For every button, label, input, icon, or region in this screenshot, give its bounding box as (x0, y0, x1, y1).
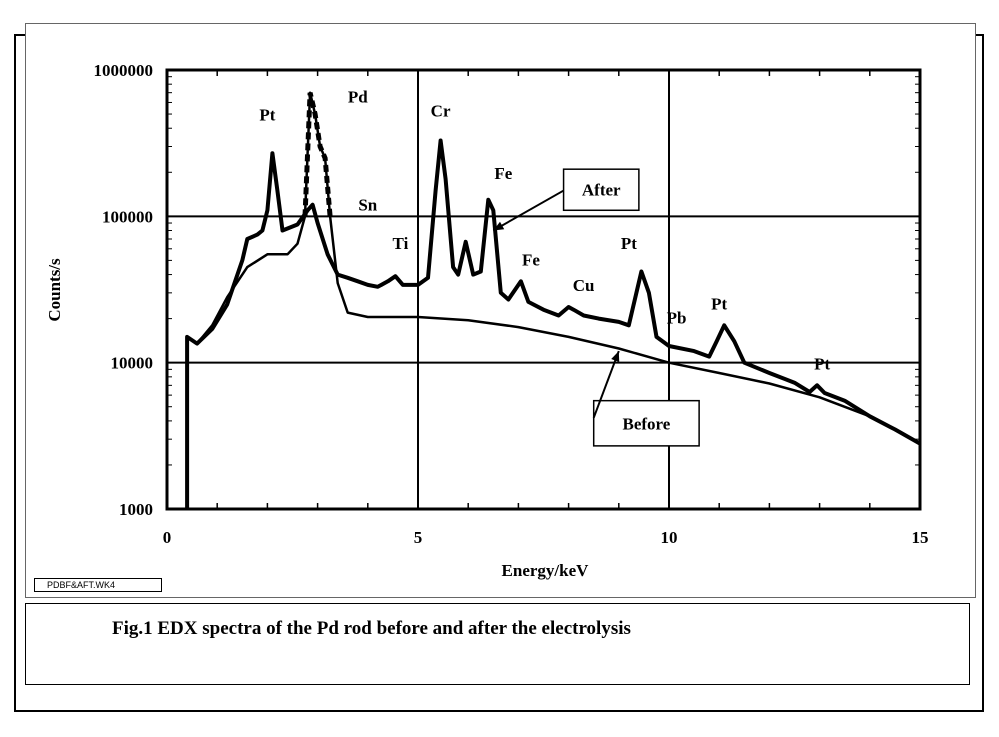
peak-label-fe: Fe (494, 164, 512, 183)
peak-label-pt: Pt (711, 295, 727, 314)
peak-label-pd: Pd (348, 87, 368, 106)
peak-label-fe: Fe (522, 251, 540, 270)
y-tick-label-1000000: 1000000 (94, 61, 154, 80)
peak-label-pb: Pb (667, 309, 687, 328)
callout-arrow-after (492, 189, 565, 232)
peak-label-sn: Sn (358, 195, 377, 214)
file-label: PDBF&AFT.WK4 (34, 578, 162, 592)
x-tick-label-10: 10 (661, 528, 678, 547)
grid-layer (165, 68, 922, 511)
caption-box (25, 603, 970, 685)
annotation-layer: Pt Pd Cr Sn Fe Ti Fe Cu Pt Pb Pt Pt After Before (259, 87, 830, 447)
tick-layer: 0 5 10 15 1000 10000 100000 1000000 (94, 61, 929, 547)
callout-box-before (592, 399, 700, 447)
series-line-after (185, 138, 921, 509)
callout-label-after: After (582, 181, 621, 200)
y-tick-label-100000: 100000 (102, 207, 153, 226)
x-tick-label-5: 5 (414, 528, 423, 547)
peak-label-cu: Cu (573, 276, 595, 295)
callout-arrowhead-before (611, 351, 620, 363)
peak-label-pt: Pt (621, 234, 637, 253)
chart-panel (25, 23, 976, 598)
peak-label-cr: Cr (431, 102, 451, 121)
y-tick-label-1000: 1000 (119, 500, 153, 519)
y-tick-label-10000: 10000 (111, 354, 154, 373)
y-axis-title: Counts/s (45, 258, 64, 322)
plot-frame (165, 68, 922, 511)
peak-label-pt: Pt (259, 106, 275, 125)
x-tick-label-0: 0 (163, 528, 172, 547)
pd-peak-dashed (302, 92, 333, 217)
callout-box-after (562, 168, 640, 212)
x-axis-title: Energy/keV (502, 561, 590, 580)
callout-arrow-before (592, 350, 620, 419)
figure-caption: Fig.1 EDX spectra of the Pd rod before a… (112, 618, 631, 639)
callout-arrowhead-after (493, 221, 505, 231)
series-line-before (185, 91, 921, 509)
peak-label-pt: Pt (814, 354, 830, 373)
series-layer (185, 91, 921, 509)
peak-label-ti: Ti (393, 234, 409, 253)
callout-label-before: Before (622, 414, 670, 433)
x-tick-label-15: 15 (912, 528, 929, 547)
